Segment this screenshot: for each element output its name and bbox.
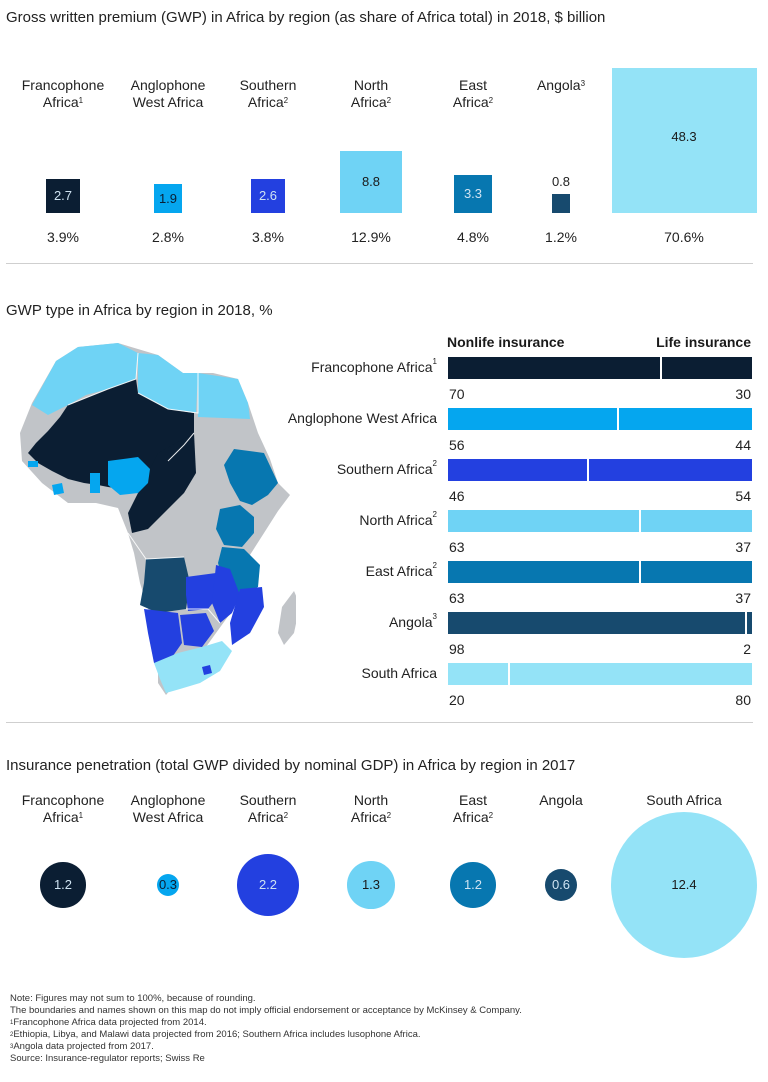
divider <box>6 263 753 264</box>
gwp-square <box>611 68 757 213</box>
section2-title: GWP type in Africa by region in 2018, % <box>6 302 273 319</box>
stacked-bar <box>448 357 752 379</box>
stacked-bar <box>448 510 752 532</box>
penetration-value-label: 12.4 <box>671 877 697 892</box>
footnote-line: 2Ethiopia, Libya, and Malawi data projec… <box>10 1029 421 1040</box>
footnote-line: 3Angola data projected from 2017. <box>10 1041 154 1052</box>
penetration-value-label: 1.2 <box>53 877 73 892</box>
life-header: Life insurance <box>656 334 751 350</box>
stacked-bar <box>448 663 752 685</box>
bar-segment-divider <box>659 357 662 379</box>
stacked-bar <box>448 561 752 583</box>
nonlife-value: 56 <box>449 437 465 453</box>
section1-title: Gross written premium (GWP) in Africa by… <box>6 9 606 26</box>
nonlife-value: 70 <box>449 386 465 402</box>
gwp-share-label: 1.2% <box>545 229 577 245</box>
bar-segment-divider <box>638 561 641 583</box>
nonlife-value: 20 <box>449 692 465 708</box>
life-value: 54 <box>735 488 751 504</box>
bar-segment-divider <box>638 510 641 532</box>
gwp-value-label: 2.7 <box>53 187 73 203</box>
bar-category-label: Francophone Africa1 <box>311 357 437 375</box>
nonlife-value: 63 <box>449 590 465 606</box>
gwp-share-label: 70.6% <box>664 229 704 245</box>
region-label: Southern Africa2 <box>239 77 297 110</box>
stacked-bar <box>448 459 752 481</box>
penetration-bubble <box>156 873 180 897</box>
gwp-square <box>551 194 571 213</box>
penetration-value-label: 0.6 <box>551 877 571 892</box>
nonlife-value: 63 <box>449 539 465 555</box>
bar-category-label: South Africa <box>361 665 438 681</box>
africa-map <box>20 343 296 695</box>
gwp-value-label: 48.3 <box>671 129 697 144</box>
region-label: North Africa2 <box>350 77 392 110</box>
penetration-value-label: 1.3 <box>361 877 381 892</box>
region-label: Angola <box>539 792 583 808</box>
gwp-value-label: 2.6 <box>258 188 278 204</box>
bar-category-label: East Africa2 <box>365 561 437 579</box>
bar-category-label: Southern Africa2 <box>336 459 437 477</box>
gwp-square <box>454 175 492 213</box>
life-value: 80 <box>735 692 751 708</box>
region-label: East Africa2 <box>452 77 494 110</box>
penetration-bubble <box>347 861 395 909</box>
gwp-value-label: 8.8 <box>361 174 381 190</box>
gwp-share-label: 3.8% <box>252 229 284 245</box>
penetration-bubble <box>544 868 578 902</box>
bar-category-label: North Africa2 <box>359 510 437 528</box>
penetration-bubble <box>40 862 86 908</box>
stacked-bar <box>448 612 752 634</box>
region-label: Southern Africa2 <box>239 792 297 825</box>
penetration-bubble <box>450 862 496 908</box>
nonlife-header: Nonlife insurance <box>447 334 565 350</box>
penetration-value-label: 1.2 <box>463 877 483 892</box>
gwp-share-label: 12.9% <box>351 229 391 245</box>
penetration-bubble <box>237 854 299 916</box>
gwp-share-label: 3.9% <box>47 229 79 245</box>
life-value: 37 <box>735 590 751 606</box>
bar-segment-divider <box>744 612 747 634</box>
gwp-value-label: 1.9 <box>158 190 178 206</box>
footnote-line: Source: Insurance-regulator reports; Swi… <box>10 1053 205 1064</box>
gwp-square <box>153 184 183 213</box>
stacked-bar <box>448 408 752 430</box>
bar-category-label: Angola3 <box>388 612 437 630</box>
bar-segment-divider <box>617 408 620 430</box>
gwp-square <box>340 151 402 213</box>
gwp-share-label: 2.8% <box>152 229 184 245</box>
penetration-value-label: 0.3 <box>158 877 178 892</box>
nonlife-value: 46 <box>449 488 465 504</box>
region-label: Angola3 <box>536 77 586 93</box>
nonlife-value: 98 <box>449 641 465 657</box>
divider <box>6 722 753 723</box>
footnote-line: 1Francophone Africa data projected from … <box>10 1017 207 1028</box>
life-value: 37 <box>735 539 751 555</box>
bar-segment-divider <box>586 459 589 481</box>
life-value: 44 <box>735 437 751 453</box>
region-label: North Africa2 <box>350 792 392 825</box>
region-label: East Africa2 <box>452 792 494 825</box>
gwp-square <box>251 179 285 213</box>
gwp-value-label: 3.3 <box>463 186 483 202</box>
penetration-bubble <box>611 812 757 958</box>
region-label: Anglophone West Africa <box>130 792 206 825</box>
region-label: Anglophone West Africa <box>130 77 206 110</box>
penetration-value-label: 2.2 <box>258 877 278 892</box>
bar-segment-divider <box>507 663 510 685</box>
region-label: Francophone Africa1 <box>21 792 105 825</box>
region-label: Francophone Africa1 <box>21 77 105 110</box>
gwp-square <box>45 178 81 213</box>
region-label: South Africa <box>646 792 722 808</box>
life-value: 2 <box>743 641 751 657</box>
life-value: 30 <box>735 386 751 402</box>
footnote-line: Note: Figures may not sum to 100%, becau… <box>10 993 256 1004</box>
footnote-line: The boundaries and names shown on this m… <box>10 1005 522 1016</box>
section3-title: Insurance penetration (total GWP divided… <box>6 757 576 774</box>
gwp-share-label: 4.8% <box>457 229 489 245</box>
bar-category-label: Anglophone West Africa <box>287 410 437 426</box>
gwp-value-label: 0.8 <box>551 174 571 190</box>
